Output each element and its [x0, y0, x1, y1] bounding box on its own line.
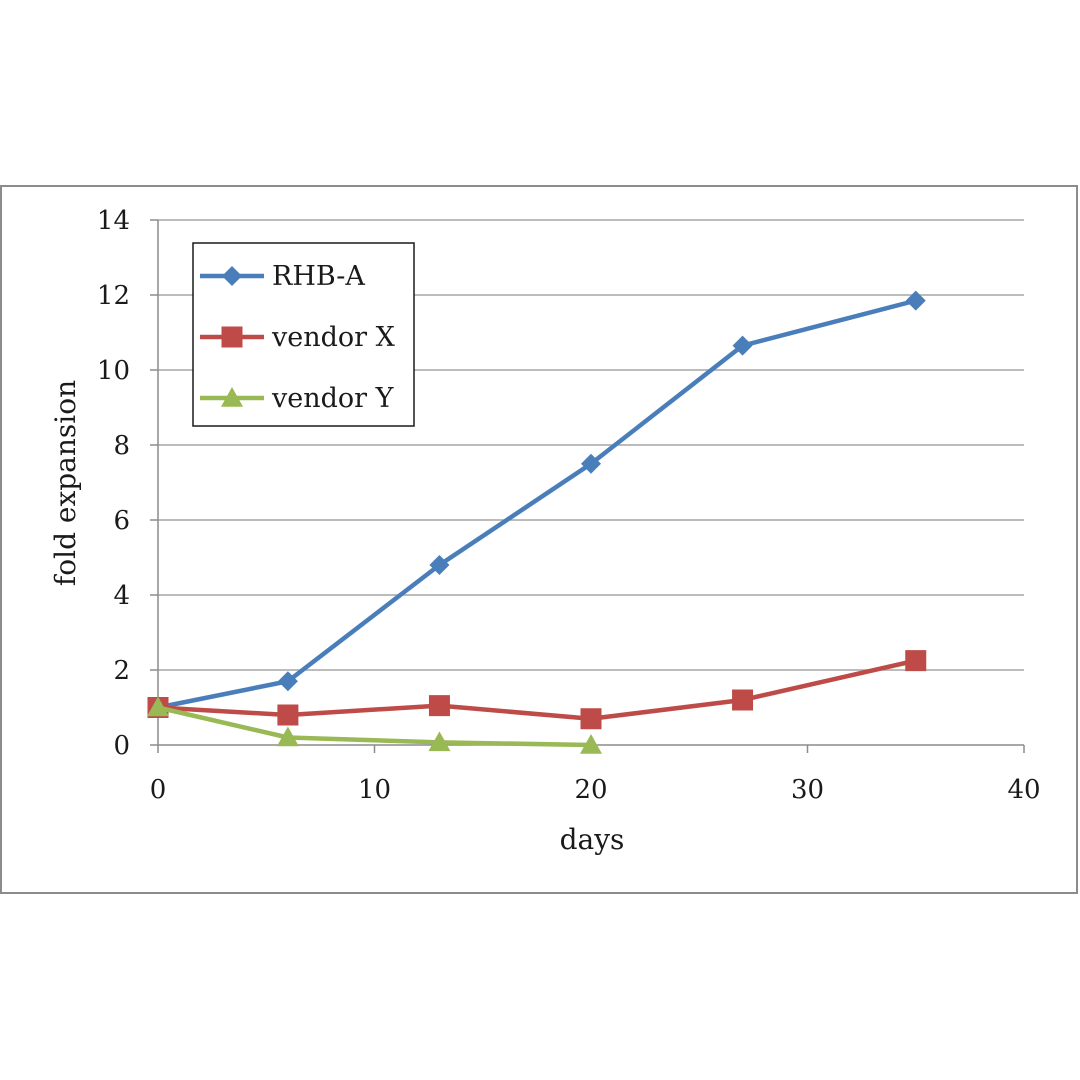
y-axis-title: fold expansion [49, 380, 82, 586]
legend-item: RHB-A [200, 261, 365, 292]
x-tick-label: 20 [574, 775, 607, 805]
data-point [428, 731, 451, 752]
y-tick-label: 10 [97, 356, 130, 386]
y-tick-label: 6 [113, 506, 130, 536]
y-tick-label: 8 [113, 431, 130, 461]
y-tick-label: 0 [113, 731, 130, 761]
series-vendor-x [147, 650, 927, 730]
series-line [157, 658, 917, 721]
data-point [277, 671, 298, 692]
series-layer [147, 290, 927, 754]
y-tick-label: 12 [97, 281, 130, 311]
y-tick-label: 14 [97, 206, 130, 236]
series-line [157, 705, 592, 748]
data-point [277, 704, 299, 726]
x-tick-label: 40 [1007, 775, 1040, 805]
legend-label: vendor X [271, 322, 396, 353]
legend-item: vendor X [200, 322, 396, 353]
legend-marker [221, 326, 243, 348]
data-point [147, 696, 169, 717]
legend-label: vendor Y [271, 383, 395, 414]
data-point [580, 708, 602, 730]
data-point [276, 726, 299, 747]
legend-item: vendor Y [200, 383, 395, 414]
data-point [905, 650, 927, 672]
y-tick-label: 4 [113, 581, 130, 611]
x-tick-label: 0 [150, 775, 167, 805]
x-tick-label: 30 [791, 775, 824, 805]
y-tick-label: 2 [113, 656, 130, 686]
data-point [581, 453, 601, 474]
data-point [732, 335, 753, 356]
data-point [580, 734, 602, 754]
data-point [429, 555, 450, 575]
x-axis-title: days [560, 823, 625, 856]
legend-marker [221, 387, 243, 407]
tick-labels: 0 2 4 6 8 10 12 14 0 10 20 30 40 [97, 206, 1041, 805]
series-vendor-y [147, 696, 602, 754]
series-line [157, 298, 917, 710]
data-point [905, 290, 926, 311]
legend-label: RHB-A [272, 261, 365, 292]
data-point [732, 689, 754, 711]
data-point [428, 695, 450, 717]
legend-marker [222, 266, 242, 286]
legend: RHB-A vendor X vendor Y [192, 242, 415, 427]
x-tick-label: 10 [358, 775, 391, 805]
